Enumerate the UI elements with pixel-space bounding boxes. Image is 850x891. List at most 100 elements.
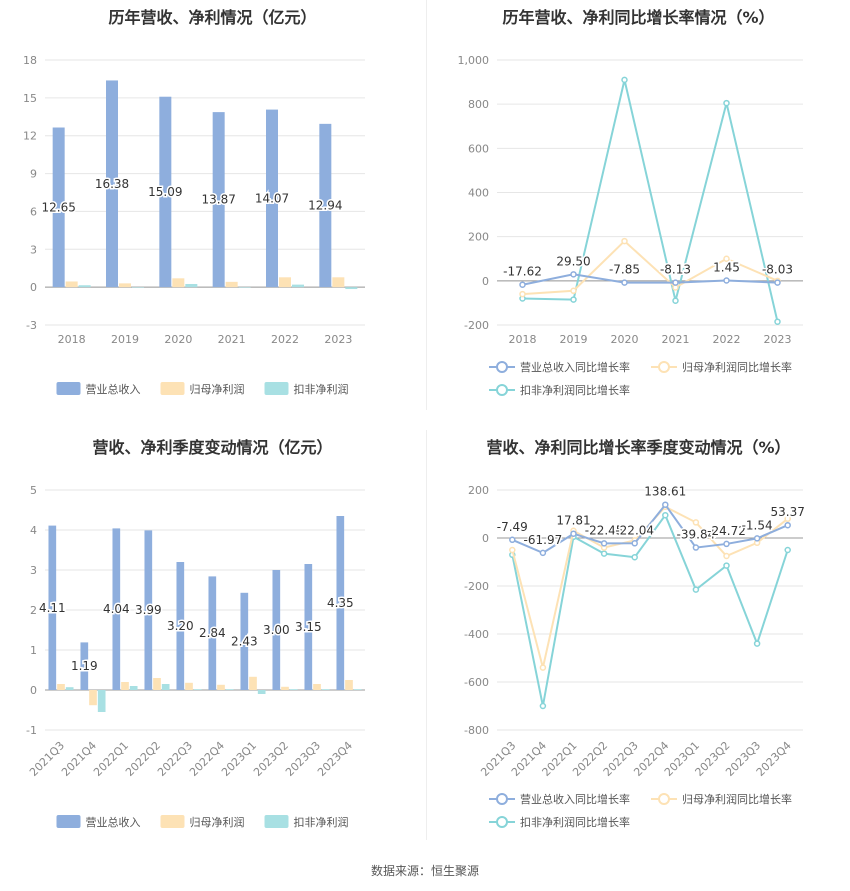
bar — [52, 127, 65, 288]
x-tick-label: 2018 — [58, 333, 86, 346]
x-tick-label: 2021 — [218, 333, 246, 346]
y-tick-label: 3 — [30, 243, 37, 256]
y-tick-label: 800 — [468, 98, 489, 111]
data-point — [570, 296, 577, 303]
data-point — [570, 530, 577, 537]
bar — [332, 277, 345, 288]
data-label: 2.43 — [231, 634, 258, 648]
data-label: 12.65 — [41, 200, 75, 214]
bar — [106, 80, 118, 288]
quarterly-growth-panel: 营收、净利同比增长率季度变动情况（%） -800 -600 -400 -200 0 200… — [427, 428, 850, 858]
legend-label: 归母净利润 — [190, 382, 245, 396]
data-point — [509, 546, 516, 554]
data-label: 1.45 — [713, 261, 740, 275]
data-label: 3.99 — [135, 603, 162, 617]
data-label: -1.54 — [742, 518, 773, 532]
bar — [121, 682, 129, 690]
data-point — [723, 562, 730, 569]
legend-marker — [658, 361, 670, 373]
bar — [48, 525, 57, 690]
data-point — [539, 702, 547, 710]
bar — [345, 680, 353, 690]
legend-swatch — [56, 382, 81, 395]
data-point — [631, 553, 638, 561]
data-point — [753, 640, 761, 647]
bar — [57, 684, 65, 690]
y-tick-label: -200 — [464, 319, 489, 332]
bar — [225, 281, 238, 288]
legend-marker — [496, 816, 508, 828]
y-tick-label: -1 — [26, 724, 37, 737]
data-label: -22.04 — [615, 523, 654, 537]
annual-growth-chart: -200 0 200 400 600 800 1,000 -17.62 29.50 -7.85 -8… — [458, 54, 803, 397]
data-point — [692, 519, 700, 526]
bar — [65, 281, 78, 288]
legend-label: 营业总收入同比增长率 — [520, 792, 630, 806]
data-point — [631, 540, 638, 547]
data-point — [519, 281, 526, 288]
bar — [281, 686, 289, 690]
data-label: 13.87 — [201, 193, 235, 207]
data-point — [672, 297, 679, 304]
y-tick-label: 15 — [23, 92, 37, 105]
data-label: -24.72 — [707, 524, 746, 538]
data-label: 1.19 — [71, 659, 98, 673]
y-tick-label: 600 — [468, 142, 489, 155]
legend-label: 扣非净利润同比增长率 — [520, 815, 630, 829]
data-point — [692, 586, 700, 593]
bar — [97, 690, 106, 712]
data-label: 4.35 — [327, 596, 354, 610]
bar — [266, 109, 278, 288]
bar — [208, 576, 217, 690]
bar — [78, 285, 91, 288]
data-point — [600, 550, 608, 557]
data-label: -61.97 — [524, 533, 563, 547]
bar — [89, 690, 97, 706]
data-label: 3.00 — [263, 623, 290, 637]
chart-title: 历年营收、净利情况（亿元） — [108, 8, 317, 27]
y-tick-label: 3 — [30, 564, 37, 577]
data-label: 138.61 — [644, 485, 686, 499]
y-tick-label: 0 — [30, 281, 37, 294]
bar — [304, 564, 313, 690]
y-tick-label: 12 — [23, 130, 37, 143]
legend-label: 归母净利润 — [190, 815, 245, 829]
data-point — [784, 546, 791, 554]
data-source: 数据来源：恒生聚源 — [370, 864, 479, 878]
legend-swatch — [56, 815, 81, 828]
series-line — [522, 273, 778, 286]
chart-title: 营收、净利季度变动情况（亿元） — [92, 438, 333, 457]
data-point — [621, 237, 628, 245]
legend-label: 扣非净利润同比增长率 — [520, 383, 630, 397]
bar — [119, 283, 131, 288]
bar — [257, 690, 266, 694]
bar — [238, 287, 251, 288]
data-point — [692, 544, 700, 551]
annual-revenue-profit-chart: -3 0 3 6 9 12 15 18 12.65 16.38 15.09 13.87 14.07 12.… — [23, 54, 365, 396]
y-tick-label: 5 — [30, 484, 37, 497]
data-point — [723, 277, 730, 284]
panel-divider — [426, 0, 427, 410]
y-tick-label: -3 — [26, 319, 37, 332]
data-label: -22.45 — [585, 523, 624, 537]
bar — [185, 283, 198, 288]
y-tick-label: 9 — [30, 168, 37, 181]
data-point — [570, 287, 577, 295]
x-tick-label: 2022 — [271, 333, 299, 346]
data-label: 15.09 — [148, 185, 182, 199]
bar — [225, 689, 234, 690]
legend-swatch — [264, 382, 289, 395]
legend-label: 扣非净利润 — [294, 815, 349, 829]
data-label: 29.50 — [556, 254, 590, 268]
bar — [353, 689, 362, 690]
data-point — [723, 99, 730, 107]
bar — [289, 689, 298, 690]
bar — [112, 528, 121, 690]
data-label: 4.04 — [103, 602, 130, 616]
legend-label: 归母净利润同比增长率 — [682, 792, 792, 806]
bar — [345, 287, 358, 290]
x-tick-label: 2022 — [713, 333, 741, 346]
series-line — [522, 239, 778, 296]
x-tick-label: 2021 — [662, 333, 690, 346]
bar — [159, 96, 172, 288]
